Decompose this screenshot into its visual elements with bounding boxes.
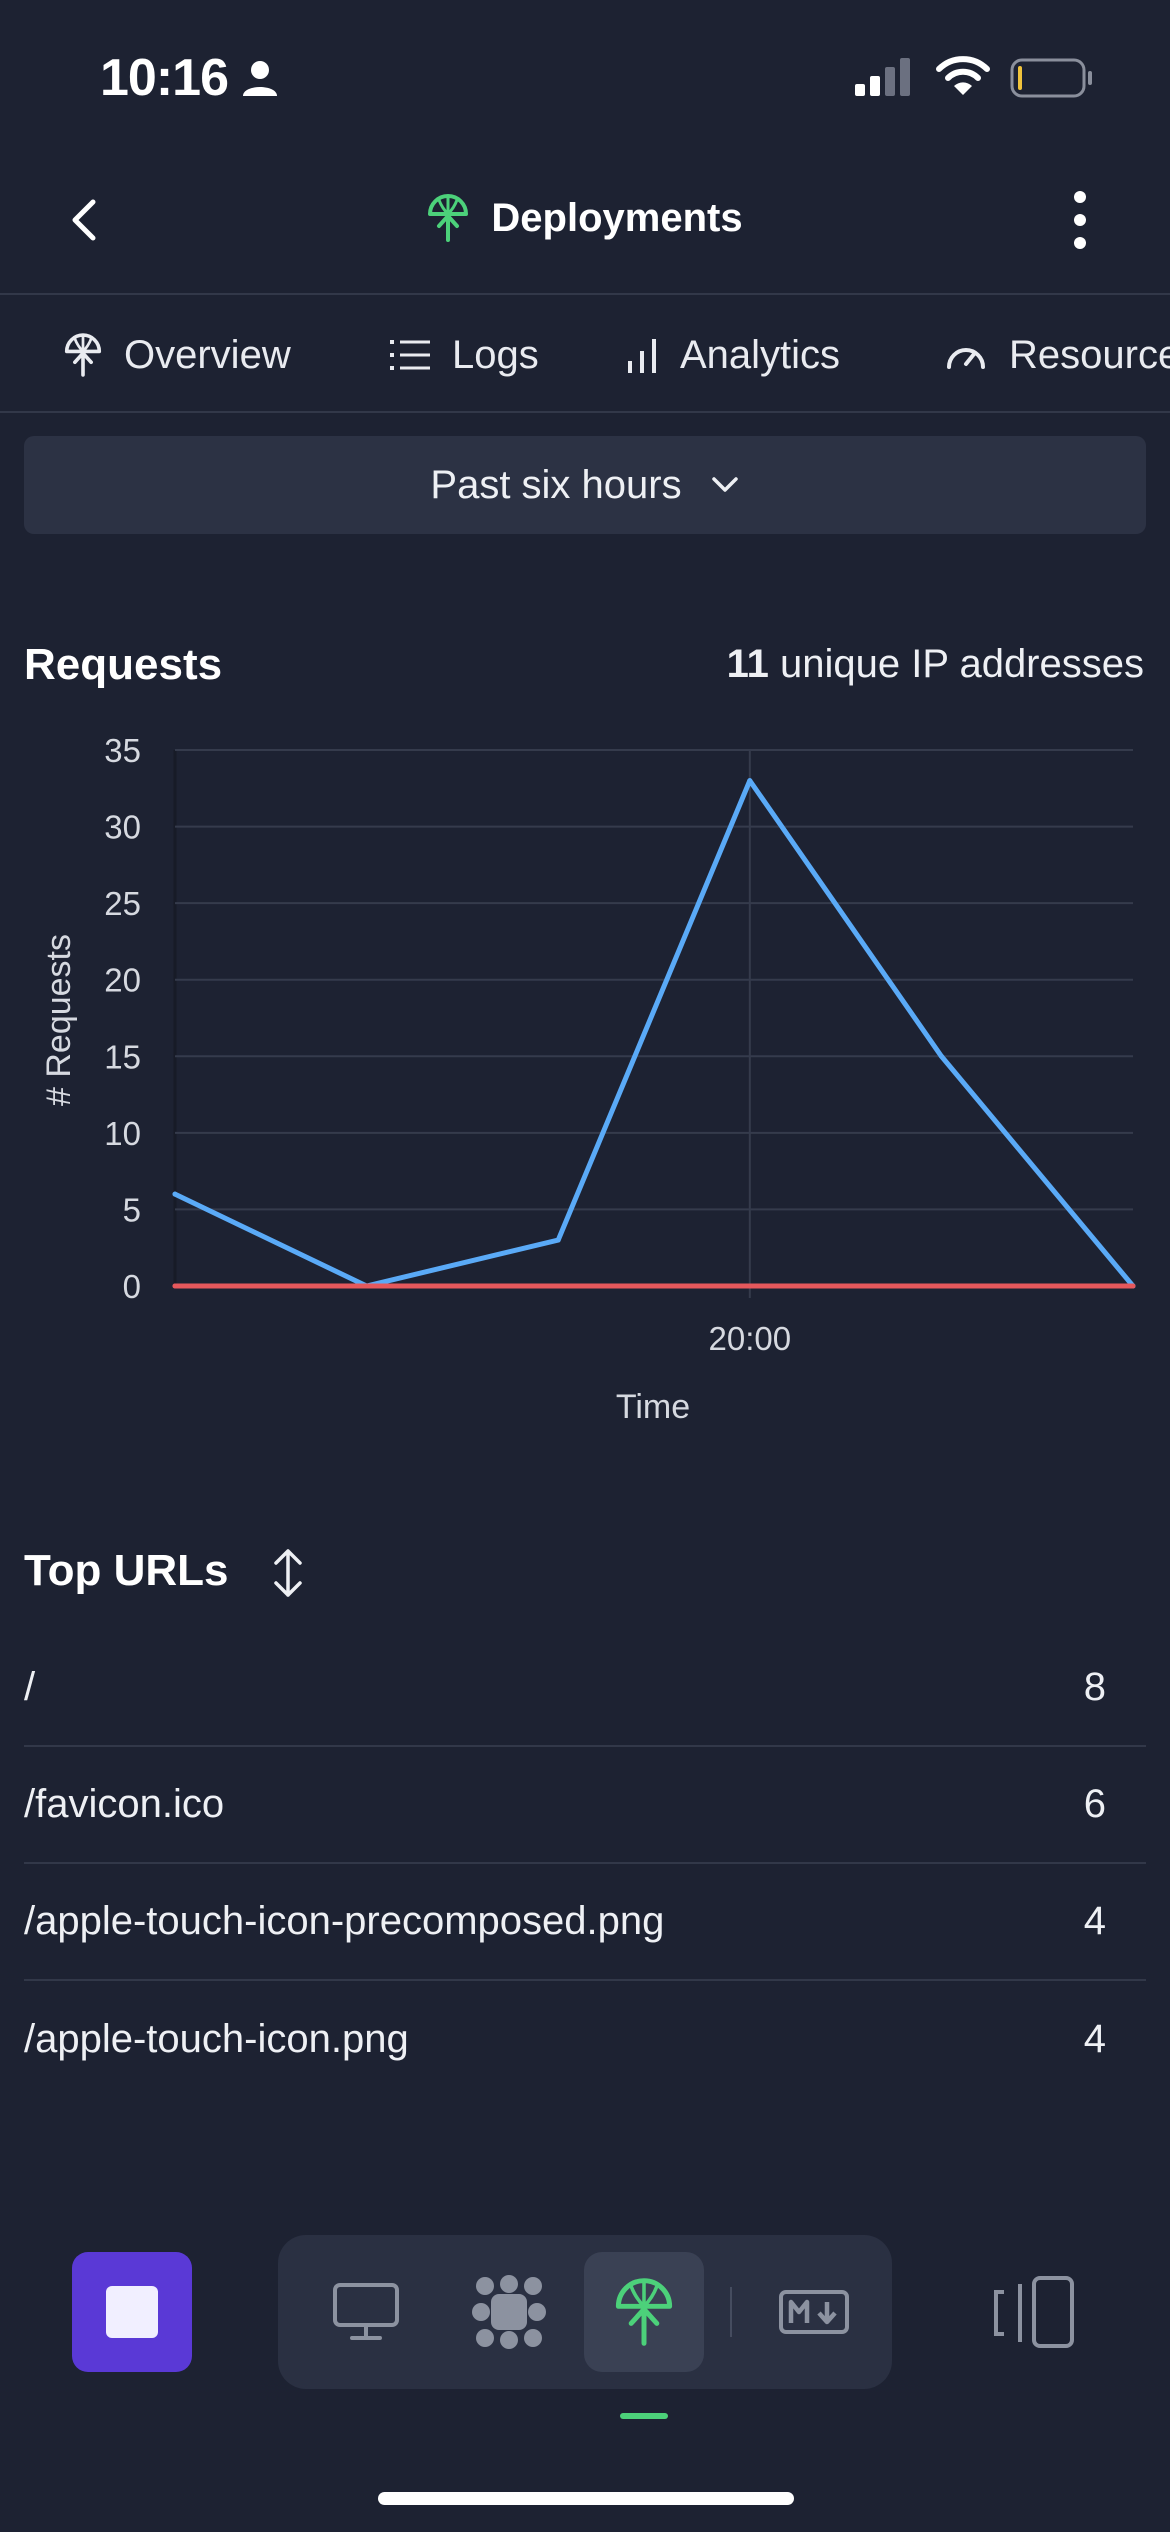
chart-point [938, 1053, 944, 1059]
gauge-icon [947, 348, 985, 369]
grid-icon [472, 2275, 546, 2349]
tab-logs[interactable]: Logs [390, 297, 539, 411]
chart-x-tick-label: 20:00 [709, 1320, 792, 1357]
active-dock-indicator [620, 2413, 668, 2419]
unique-ip-summary: 11 unique IP addresses [727, 642, 1144, 687]
chart-y-tick-label: 5 [123, 1191, 141, 1228]
status-bar: 10:16 [0, 0, 1170, 150]
chart-y-tick-label: 35 [104, 732, 141, 769]
bar-chart-icon [628, 339, 656, 373]
sort-icon[interactable] [270, 1545, 306, 1601]
markdown-icon [779, 2290, 849, 2334]
url-row[interactable]: /favicon.ico 6 [24, 1747, 1146, 1864]
url-count: 8 [1083, 1665, 1106, 1709]
dock-item-markdown[interactable] [754, 2252, 874, 2372]
deploy-icon [64, 333, 102, 377]
url-row[interactable]: /8 [24, 1630, 1146, 1747]
chart-point [172, 1191, 178, 1197]
chart-y-tick-label: 15 [104, 1038, 141, 1075]
tab-overview-label: Overview [124, 332, 291, 377]
status-time: 10:16 [100, 49, 229, 107]
list-icon [390, 340, 430, 370]
deploy-icon [615, 2278, 673, 2346]
unique-ip-label: unique IP addresses [780, 642, 1144, 686]
stop-button[interactable] [72, 2252, 192, 2372]
chart-point [747, 778, 753, 784]
person-icon [243, 61, 277, 96]
deploy-icon [428, 194, 469, 242]
chart-y-tick-label: 0 [123, 1268, 141, 1305]
chart-point [555, 1237, 561, 1243]
dock-item-monitor[interactable] [306, 2252, 426, 2372]
url-count: 4 [1083, 2017, 1106, 2061]
dock-item-grid[interactable] [449, 2252, 569, 2372]
more-options-button[interactable] [1055, 185, 1105, 255]
top-urls-title: Top URLs [24, 1546, 229, 1595]
chart-series-line [172, 778, 1136, 1289]
monitor-icon [333, 2283, 399, 2340]
chart-y-axis-label: # Requests [40, 934, 78, 1106]
page-title: Deployments [491, 195, 743, 240]
signal-icon [855, 58, 910, 96]
url-path: / [24, 1665, 36, 1709]
tab-overview[interactable]: Overview [64, 297, 291, 411]
nav-header: Deployments [0, 150, 1170, 295]
dock-item-deployments[interactable] [584, 2252, 704, 2372]
url-count: 4 [1083, 1899, 1106, 1943]
chevron-down-icon [711, 477, 738, 492]
chart-y-tick-label: 10 [104, 1115, 141, 1152]
dock-divider [730, 2287, 732, 2337]
back-button[interactable] [55, 190, 115, 250]
home-indicator[interactable] [378, 2492, 794, 2505]
bottom-dock [278, 2235, 892, 2389]
tab-analytics[interactable]: Analytics [586, 297, 878, 411]
url-path: /apple-touch-icon.png [24, 2017, 409, 2061]
top-urls-list: /8/favicon.ico 6/apple-touch-icon-precomp… [24, 1630, 1146, 2098]
battery-icon [1010, 58, 1092, 98]
stop-icon [106, 2286, 158, 2338]
tab-bar: Overview Logs Analytics Resources [0, 297, 1170, 413]
chart-y-tick-label: 20 [104, 962, 141, 999]
url-path: /apple-touch-icon-precomposed.png [24, 1899, 665, 1943]
chart-x-axis-label: Time [616, 1388, 690, 1426]
tab-logs-label: Logs [452, 332, 539, 377]
wifi-icon [936, 56, 990, 95]
url-path: /favicon.ico [24, 1782, 225, 1826]
tab-analytics-label: Analytics [680, 332, 841, 377]
tab-resources[interactable]: Resources [945, 297, 1170, 411]
time-range-select[interactable]: Past six hours [24, 436, 1146, 534]
tab-resources-label: Resources [1009, 332, 1170, 377]
unique-ip-count: 11 [726, 642, 769, 686]
url-row[interactable]: /apple-touch-icon.png 4 [24, 1981, 1146, 2098]
header-title-group: Deployments [0, 192, 1170, 249]
url-row[interactable]: /apple-touch-icon-precomposed.png 4 [24, 1864, 1146, 1981]
chart-y-tick-label: 25 [104, 885, 141, 922]
url-count: 6 [1083, 1782, 1106, 1826]
chart-y-tick-label: 30 [104, 809, 141, 846]
devices-button[interactable] [990, 2272, 1080, 2352]
requests-title: Requests [24, 640, 223, 689]
time-range-value: Past six hours [430, 462, 682, 507]
requests-chart: 0 5 10 15 20 25 30 35 20:00 # Requests Time [40, 732, 1136, 1426]
